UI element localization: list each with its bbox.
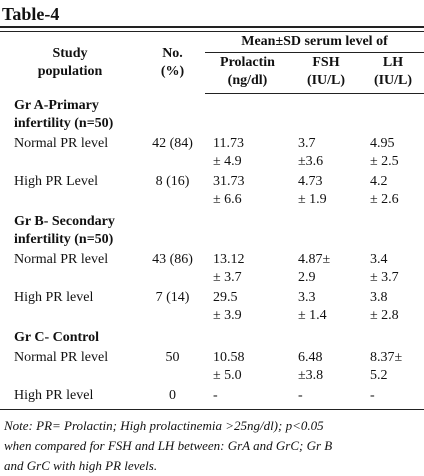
cell: 11.73 ± 4.9 [213,136,244,169]
table-header: Study population No. (%) Mean±SD serum l… [0,31,424,94]
cell: Normal PR level [14,252,109,267]
cell: High PR level [14,290,94,305]
cell: 13.12 ± 3.7 [213,252,245,285]
table-title: Table-4 [0,0,424,28]
cell: High PR level [0,386,140,410]
cell: 4.2 ± 2.6 [370,174,399,207]
group-label: Gr A-Primary infertility (n=50) [14,98,114,131]
cell: 3.8 ± 2.8 [370,290,399,323]
group-label: Gr B- Secondary infertility (n=50) [14,214,115,247]
cell: 50 [165,350,180,365]
cell: - [205,386,290,410]
header-cell: Mean±SD serum level of [205,31,424,53]
cell: 4.95 ± 2.5 [370,136,399,169]
data-row: Normal PR level 50 10.58 ± 5.0 6.48 ±3.8 8.3… [0,348,424,386]
header-cell: FSH (IU/L) [290,52,362,94]
cell: 6.48 ±3.8 [298,350,324,383]
cell: 3.4 ± 3.7 [370,252,399,285]
cell: 29.5 ± 3.9 [213,290,242,323]
header-cell: No. (%) [140,31,205,94]
group-row: Gr C- Control [0,326,424,348]
cell: 8 (16) [155,174,190,189]
header-row: Study population No. (%) Mean±SD serum l… [0,31,424,94]
group-label: Gr C- Control [14,330,100,345]
header-cell: Study population [0,31,140,94]
cell: 4.73 ± 1.9 [298,174,327,207]
cell: 10.58 ± 5.0 [213,350,245,383]
cell: 3.3 ± 1.4 [298,290,327,323]
cell: 42 (84) [152,136,193,151]
header-cell: LH (IU/L) [362,52,424,94]
header-cell: Prolactin (ng/dl) [205,52,290,94]
cell: Normal PR level [14,350,109,365]
cell: - [362,386,424,410]
data-table: Study population No. (%) Mean±SD serum l… [0,31,424,410]
cell: 4.87± 2.9 [298,252,331,285]
cell: 31.73 ± 6.6 [213,174,245,207]
header-row: Prolactin (ng/dl) FSH (IU/L) LH (IU/L) [0,52,424,94]
group-row: Gr A-Primary infertility (n=50) [0,94,424,135]
cell: 0 [140,386,205,410]
data-row: Normal PR level 42 (84) 11.73 ± 4.9 3.7 ±3.… [0,134,424,172]
cell: 7 (14) [155,290,190,305]
data-row: High PR level 0- - - [0,386,424,410]
group-row: Gr B- Secondary infertility (n=50) [0,210,424,250]
table-body: Gr A-Primary infertility (n=50) Normal PR… [0,94,424,410]
cell: 3.7 ±3.6 [298,136,324,169]
data-row: Normal PR level 43 (86) 13.12 ± 3.7 4.87± 2… [0,250,424,288]
data-row: High PR Level 8 (16) 31.73 ± 6.6 4.73 ± 1.9… [0,172,424,210]
table-note: Note: PR= Prolactin; High prolactinemia … [4,418,333,473]
cell: - [290,386,362,410]
cell: High PR Level [14,174,98,189]
cell: 8.37± 5.2 [370,350,403,383]
cell: 43 (86) [152,252,193,267]
cell: Normal PR level [14,136,109,151]
data-row: High PR level 7 (14) 29.5 ± 3.9 3.3 ± 1.4 3.… [0,288,424,326]
